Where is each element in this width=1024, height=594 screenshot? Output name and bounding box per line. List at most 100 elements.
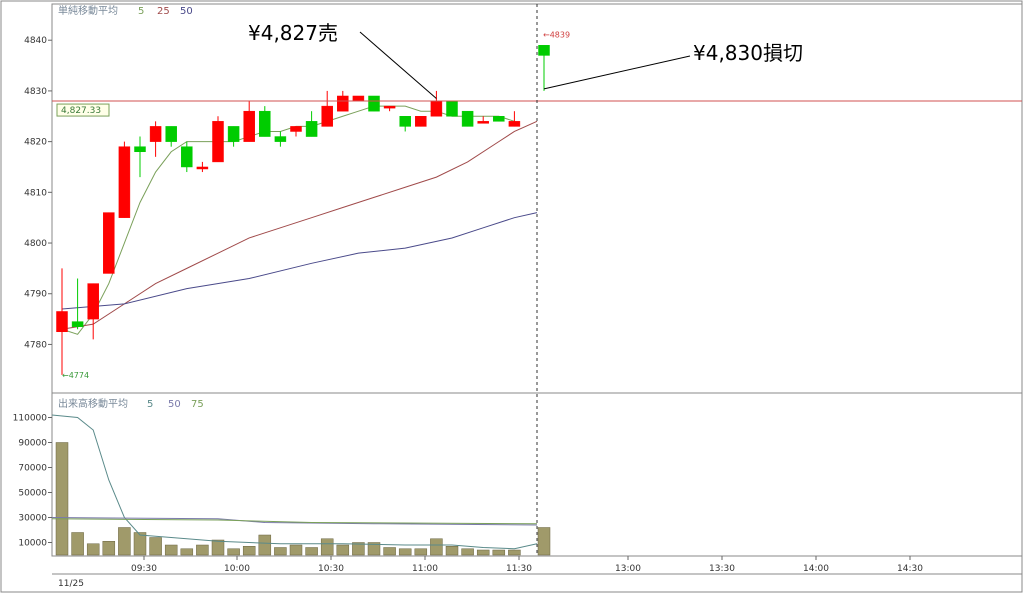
volume-bar [414, 548, 428, 556]
time-x-axis: 09:30 10:00 10:30 11:00 11:30 13:00 13:30 14:00… [131, 556, 923, 574]
candle-up [477, 121, 489, 124]
candle-down [461, 110, 474, 127]
sell-annotation-text: ¥4,827売 [248, 21, 338, 45]
price-legend-ma50: 50 [180, 6, 193, 17]
volume-vol-ma50-line [51, 517, 538, 526]
stoploss-annotation-text: ¥4,830損切 [693, 41, 803, 65]
volume-bar [430, 538, 443, 556]
price-tick-label: 4790 [24, 290, 47, 300]
volume-bar [102, 541, 116, 556]
volume-bar [336, 544, 350, 556]
volume-bar [133, 532, 147, 556]
candle-down [227, 126, 240, 142]
candle-down [399, 116, 411, 127]
candle-up [508, 121, 521, 127]
price-ma25-line [61, 120, 538, 330]
candle-up [56, 311, 68, 333]
candle-down [446, 100, 458, 117]
candle-up [118, 146, 131, 218]
volume-bar [274, 547, 287, 556]
volume-tick-label: 30000 [18, 514, 47, 524]
high-price-label: ←4839 [543, 30, 570, 39]
candle-up [212, 121, 224, 163]
candle-down [181, 146, 193, 168]
volume-bar [398, 548, 412, 556]
volume-bar [71, 532, 84, 556]
volume-bar [242, 546, 256, 556]
price-legend: 単純移動平均 5 25 50 [58, 4, 193, 17]
sell-annotation-leader [359, 31, 437, 99]
volume-tick-label: 70000 [18, 464, 47, 474]
candle-up [415, 116, 427, 127]
candle-up [243, 110, 255, 142]
volume-legend-ma5: 5 [147, 399, 153, 410]
volume-vol-ma5-line [51, 414, 538, 550]
candle-up [352, 95, 365, 102]
volume-bar [476, 549, 490, 556]
volume-legend: 出来高移動平均 5 50 75 [58, 397, 204, 410]
candle-up [430, 100, 443, 117]
date-label: 11/25 [58, 579, 84, 589]
volume-bar [86, 543, 100, 556]
time-tick-label: 14:00 [803, 564, 829, 574]
time-tick-label: 10:30 [318, 564, 344, 574]
price-legend-ma25: 25 [157, 6, 170, 17]
candle-up [103, 212, 115, 274]
volume-y-axis: 10000 30000 50000 70000 90000 110000 [13, 414, 52, 549]
price-tick-label: 4830 [24, 87, 47, 97]
volume-bar [149, 537, 162, 556]
candle-up [290, 126, 302, 132]
candle-down [134, 146, 146, 153]
volume-bar [537, 527, 551, 556]
time-tick-label: 09:30 [131, 564, 157, 574]
volume-tick-label: 50000 [18, 489, 47, 499]
price-tick-label: 4780 [24, 340, 47, 350]
current-price-label: 4,827.33 [56, 103, 110, 117]
price-y-axis: 4780 4790 4800 4810 4820 4830 4840 [24, 36, 52, 350]
candle-up [321, 105, 333, 127]
volume-bar [289, 544, 303, 556]
candle-down [538, 45, 550, 56]
current-price-label-text: 4,827.33 [61, 106, 101, 116]
price-tick-label: 4840 [24, 36, 47, 46]
price-candles [56, 45, 550, 375]
volume-bar [305, 547, 318, 556]
price-tick-label: 4800 [24, 239, 47, 249]
volume-tick-label: 10000 [18, 539, 47, 549]
candle-up [149, 126, 162, 142]
candle-down [165, 126, 177, 142]
time-tick-label: 10:00 [224, 564, 250, 574]
volume-moving-averages [51, 414, 538, 550]
volume-vol-ma75-line [51, 518, 538, 525]
price-legend-title: 単純移動平均 [58, 4, 118, 17]
volume-legend-title: 出来高移動平均 [58, 397, 128, 410]
time-tick-label: 13:00 [615, 564, 641, 574]
volume-tick-label: 90000 [18, 439, 47, 449]
volume-legend-ma75: 75 [191, 399, 204, 410]
candle-down [259, 110, 271, 137]
candle-down [368, 95, 380, 112]
candle-up [196, 166, 209, 170]
volume-bar [508, 549, 521, 556]
low-price-label: ←4774 [62, 371, 89, 380]
volume-bar [227, 548, 240, 556]
volume-bar [492, 549, 506, 556]
candle-down [274, 136, 287, 142]
volume-bar [352, 542, 365, 556]
current-price-label-box [56, 103, 110, 117]
time-tick-label: 13:30 [709, 564, 735, 574]
volume-bar [164, 544, 178, 556]
volume-bar [367, 542, 381, 556]
candle-up [383, 105, 396, 109]
price-tick-label: 4810 [24, 188, 47, 198]
volume-bar [211, 539, 225, 556]
price-legend-ma5: 5 [138, 6, 144, 17]
price-tick-label: 4820 [24, 138, 47, 148]
price-ma50-line [61, 212, 538, 310]
candle-down [493, 116, 505, 122]
volume-tick-label: 110000 [13, 414, 48, 424]
trade-annotations: ¥4,827売 ¥4,830損切 [248, 21, 803, 99]
volume-bar [461, 548, 474, 556]
